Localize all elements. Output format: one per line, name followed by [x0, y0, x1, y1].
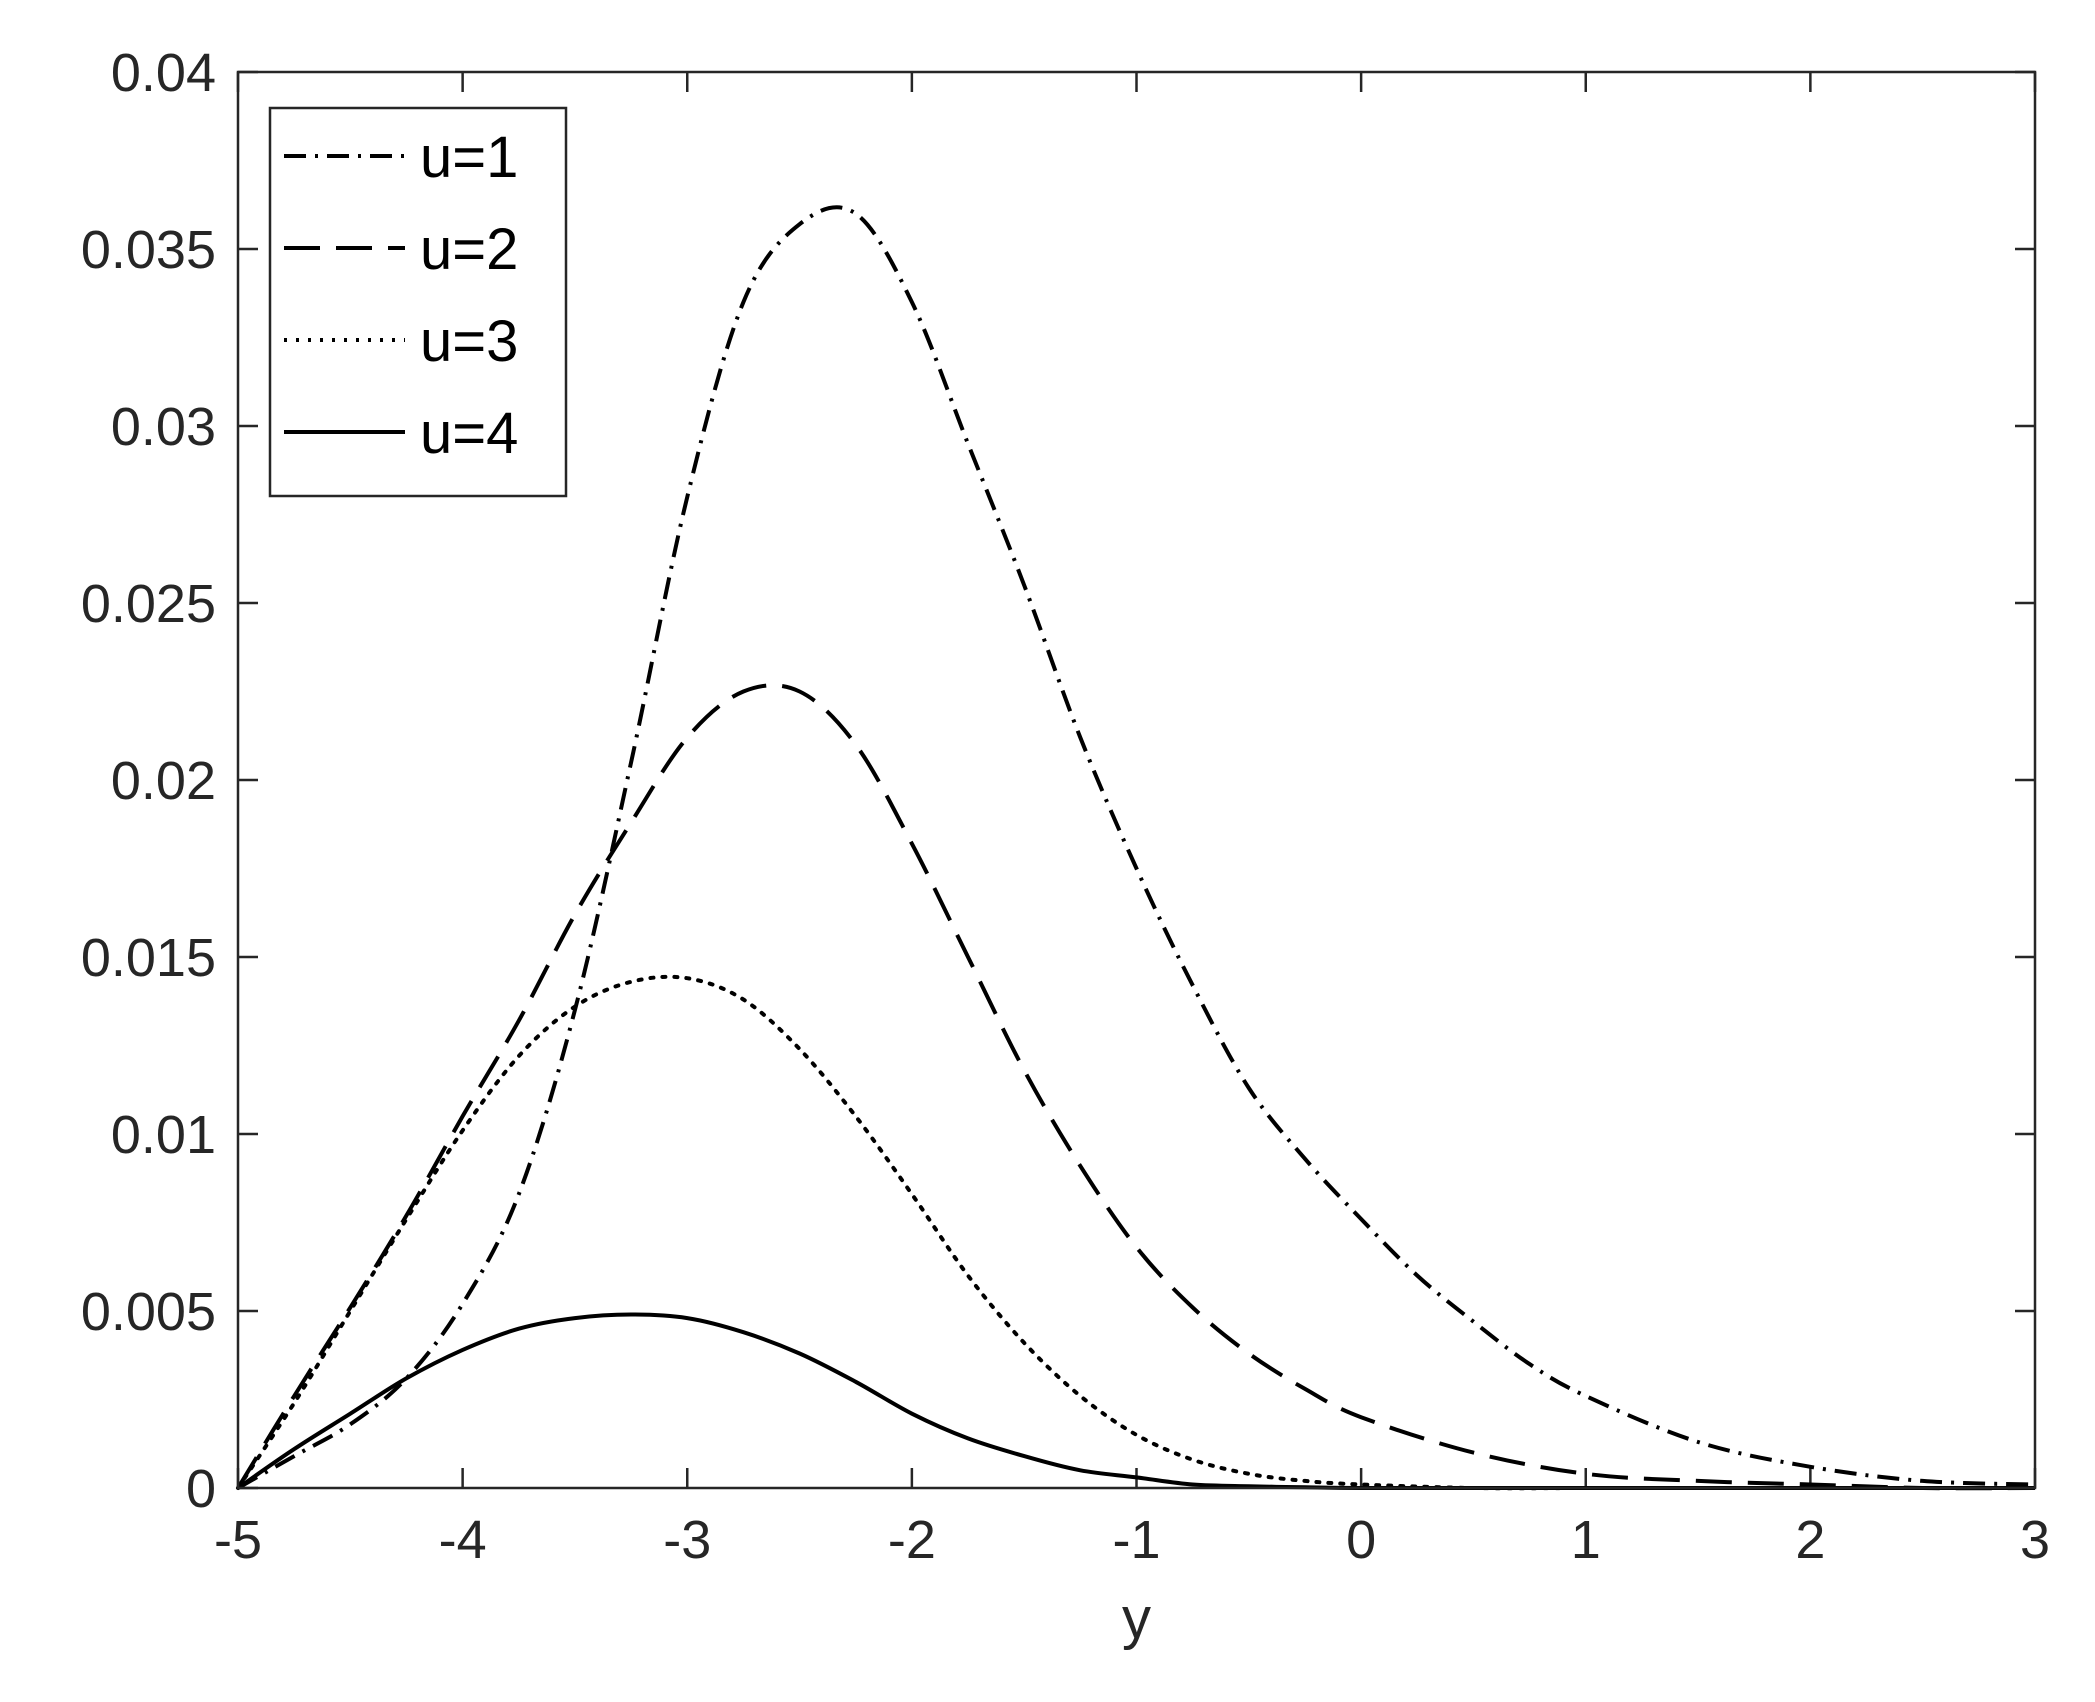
x-axis-ticks: -5 -4 -3 -2 -1 0 1 2 3 [214, 72, 2050, 1570]
x-tick-label: -1 [1112, 1510, 1160, 1570]
y-tick-label: 0.04 [111, 43, 216, 103]
series-line-1 [237, 205, 2036, 1490]
legend-label-3: u=3 [420, 309, 518, 374]
y-tick-label: 0.01 [111, 1105, 216, 1165]
plot-area-frame [236, 70, 2037, 1490]
y-tick-label: 0.02 [111, 751, 216, 811]
x-axis-label: y [1122, 1586, 1151, 1651]
x-tick-label: 0 [1346, 1510, 1376, 1570]
y-tick-label: 0.035 [81, 220, 216, 280]
x-tick-label: -2 [888, 1510, 936, 1570]
y-tick-label: 0.03 [111, 397, 216, 457]
y-tick-label: 0.005 [81, 1282, 216, 1342]
x-tick-label: -5 [214, 1510, 262, 1570]
legend-box [268, 106, 568, 498]
series-line-2 [236, 683, 2036, 1491]
x-tick-label: 1 [1571, 1510, 1601, 1570]
y-tick-label: 0 [186, 1459, 216, 1519]
x-tick-label: -4 [439, 1510, 487, 1570]
legend-label-4: u=4 [420, 401, 518, 466]
x-tick-label: 3 [2020, 1510, 2050, 1570]
legend-label-1: u=1 [420, 125, 518, 190]
x-tick-label: 2 [1795, 1510, 1825, 1570]
y-tick-label: 0.025 [81, 574, 216, 634]
y-axis-ticks: 0 0.005 0.01 0.015 0.02 0.025 0.03 0.035 0.04 [81, 43, 2035, 1519]
x-tick-label: -3 [663, 1510, 711, 1570]
y-tick-label: 0.015 [81, 928, 216, 988]
legend-label-2: u=2 [420, 217, 518, 282]
legend: u=1 u=2 u=3 u=4 [268, 106, 568, 498]
